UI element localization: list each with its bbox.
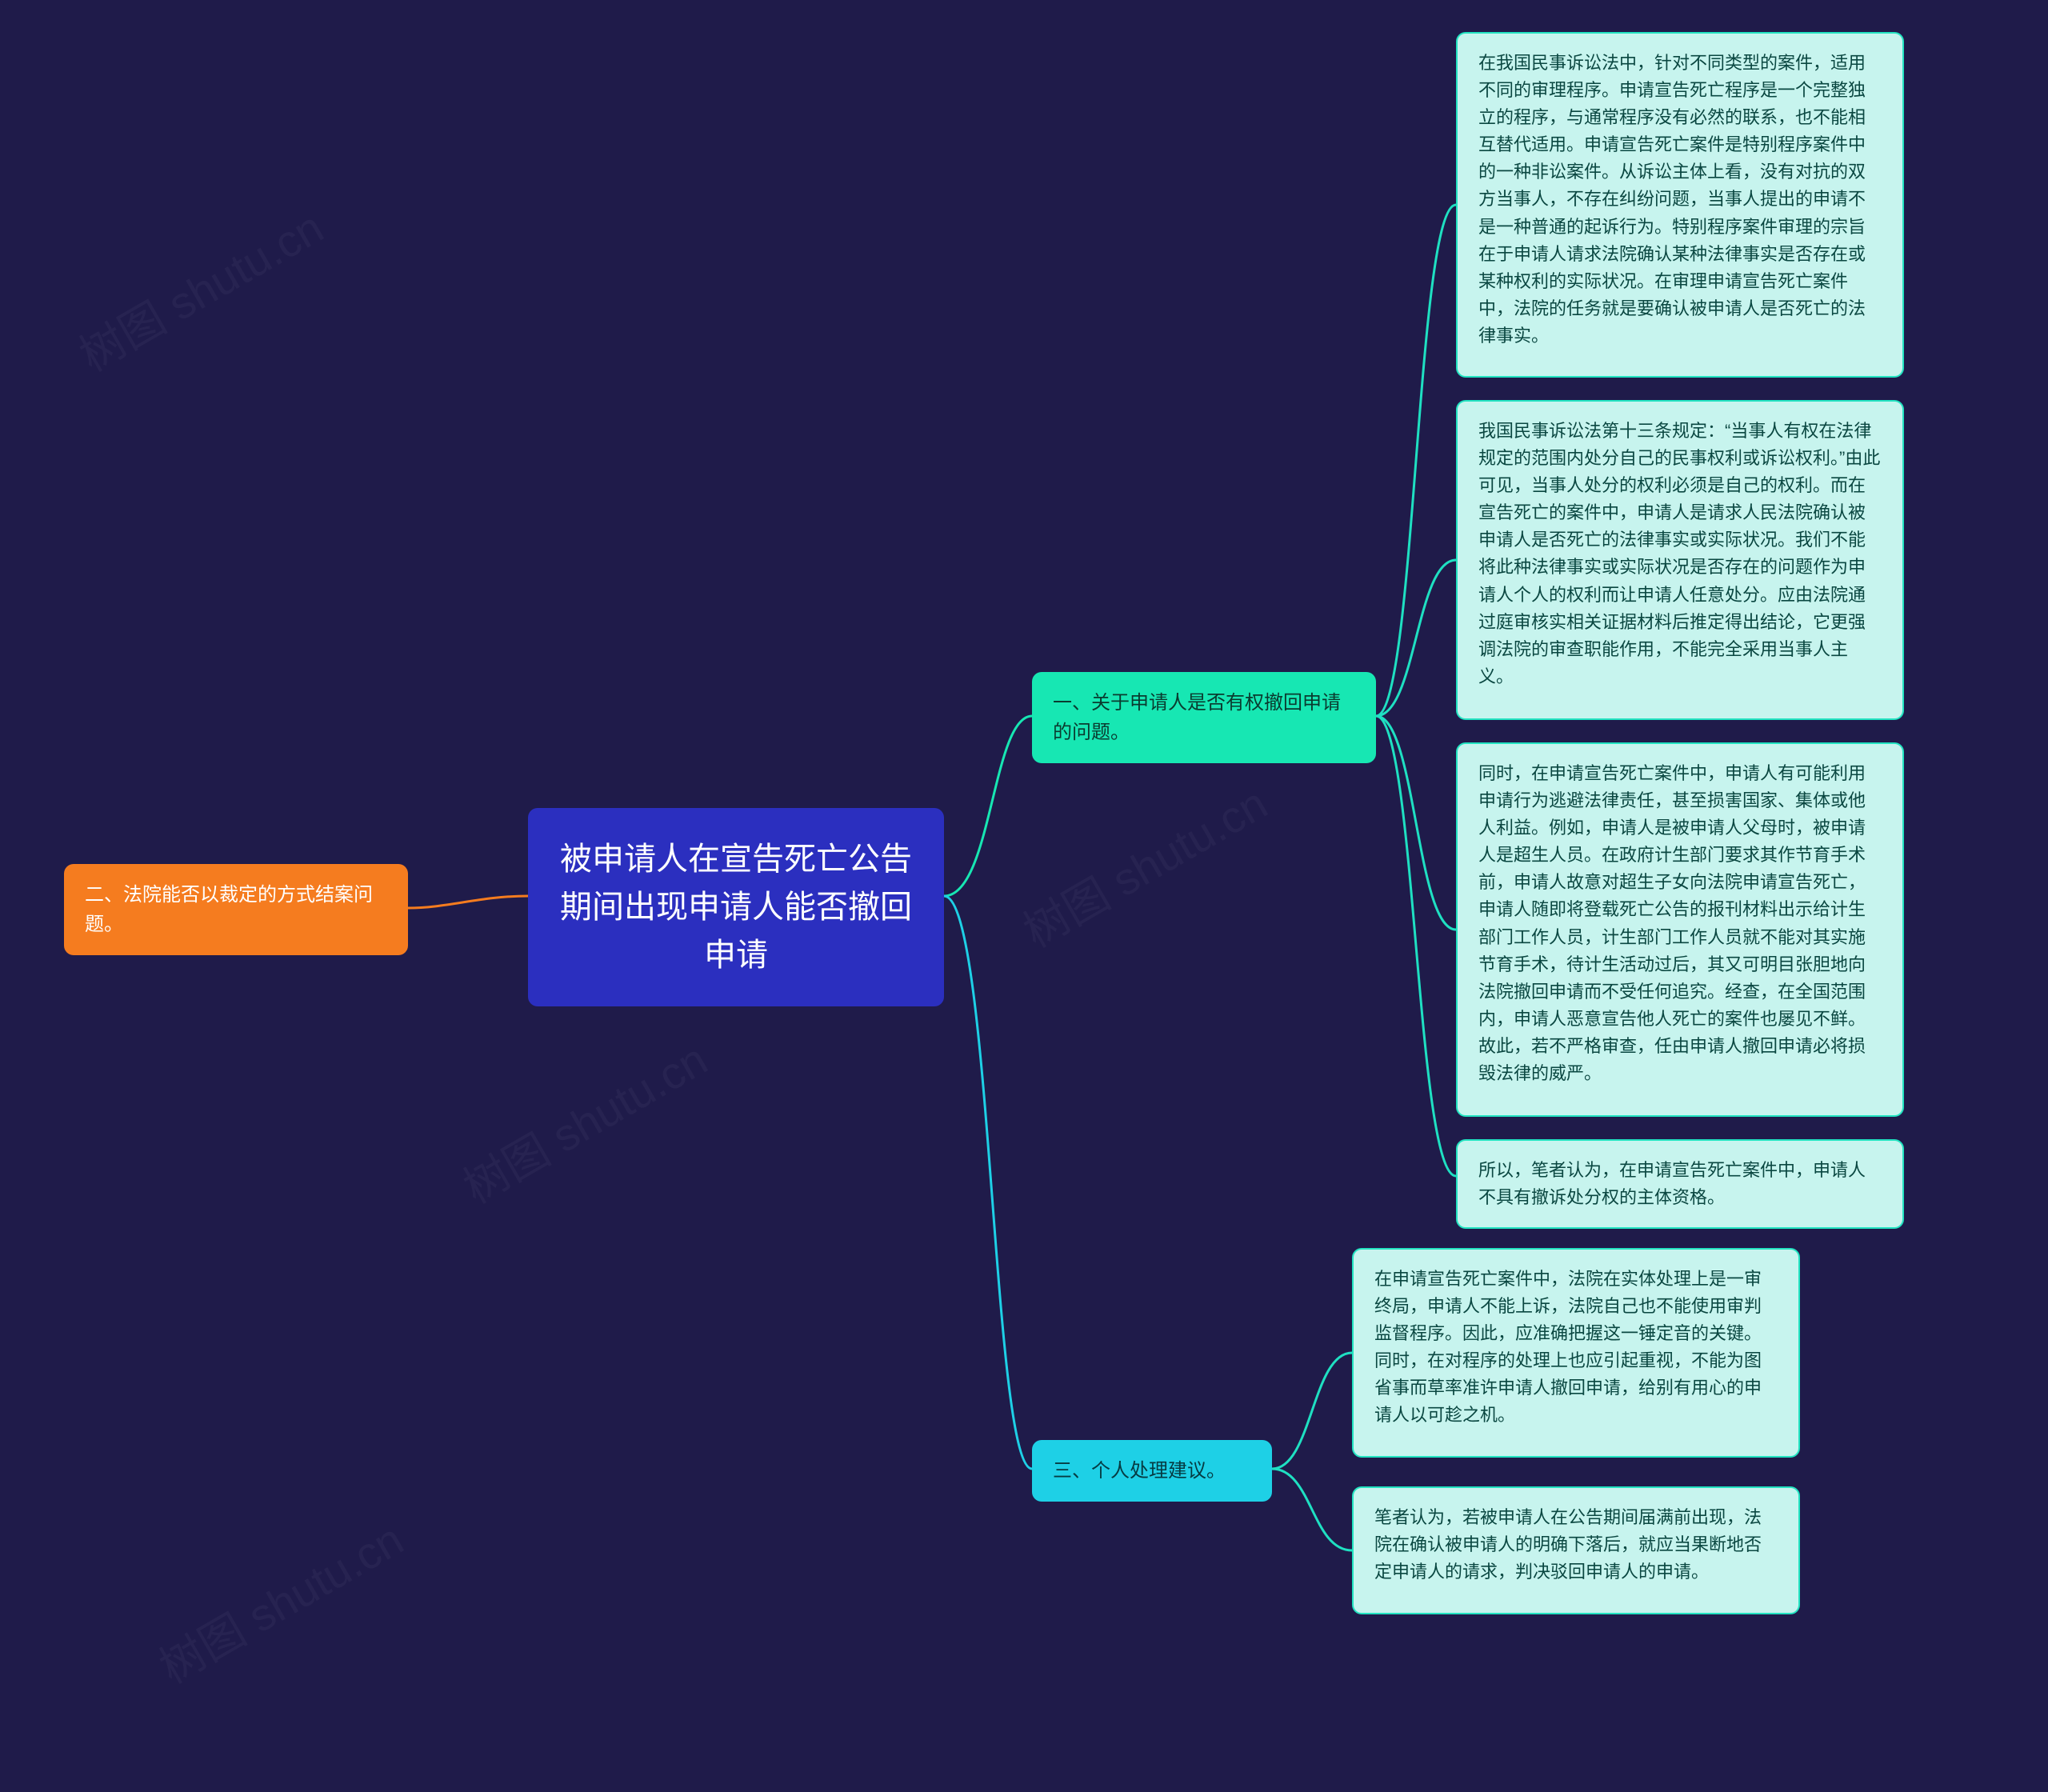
watermark: 树图 shutu.cn [1010,769,1277,961]
leaf-node: 所以，笔者认为，在申请宣告死亡案件中，申请人不具有撤诉处分权的主体资格。 [1456,1139,1904,1229]
branch-node-2: 二、法院能否以裁定的方式结案问题。 [64,864,408,955]
watermark: 树图 shutu.cn [450,1025,717,1217]
leaf-node: 在申请宣告死亡案件中，法院在实体处理上是一审终局，申请人不能上诉，法院自己也不能… [1352,1248,1800,1458]
leaf-node: 同时，在申请宣告死亡案件中，申请人有可能利用申请行为逃避法律责任，甚至损害国家、… [1456,742,1904,1117]
branch-node-3: 三、个人处理建议。 [1032,1440,1272,1502]
watermark: 树图 shutu.cn [66,193,333,385]
leaf-node: 我国民事诉讼法第十三条规定：“当事人有权在法律规定的范围内处分自己的民事权利或诉… [1456,400,1904,720]
watermark: 树图 shutu.cn [146,1505,413,1697]
leaf-node: 笔者认为，若被申请人在公告期间届满前出现，法院在确认被申请人的明确下落后，就应当… [1352,1486,1800,1614]
root-node: 被申请人在宣告死亡公告期间出现申请人能否撤回申请 [528,808,944,1006]
branch-node-1: 一、关于申请人是否有权撤回申请的问题。 [1032,672,1376,763]
leaf-node: 在我国民事诉讼法中，针对不同类型的案件，适用不同的审理程序。申请宣告死亡程序是一… [1456,32,1904,378]
